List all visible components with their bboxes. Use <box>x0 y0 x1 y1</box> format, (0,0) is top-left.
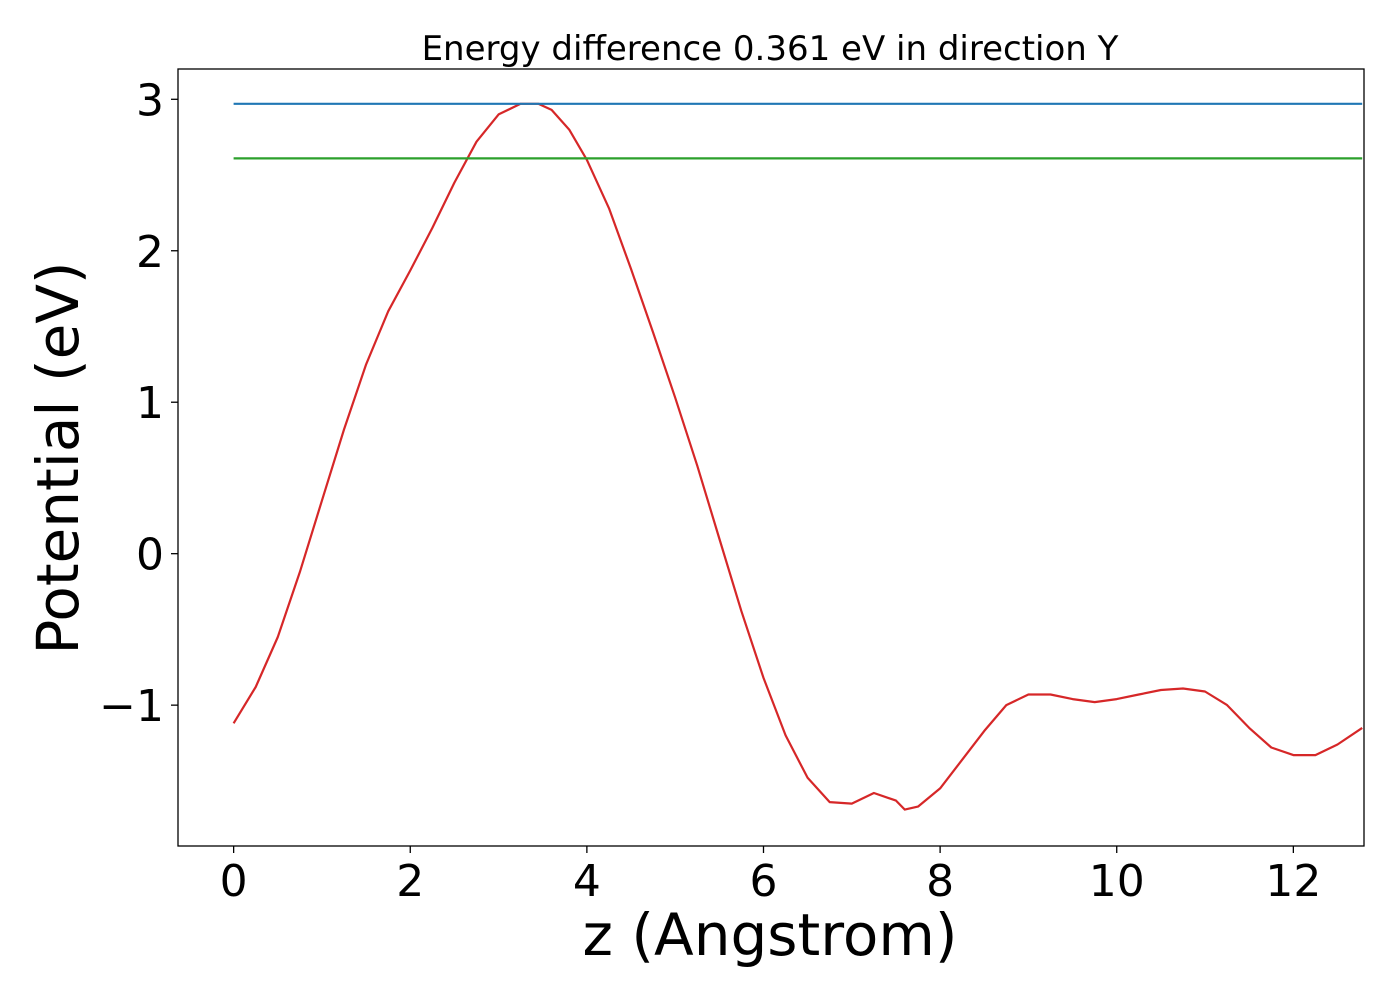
y-tick-label: 2 <box>136 227 164 278</box>
y-tick-label: −1 <box>99 681 164 732</box>
x-tick-label: 0 <box>220 856 248 907</box>
x-tick-label: 2 <box>396 856 424 907</box>
plot-area <box>232 102 1363 811</box>
x-tick-label: 6 <box>749 856 777 907</box>
y-tick-label: 0 <box>136 530 164 581</box>
x-tick-label: 8 <box>926 856 954 907</box>
y-axis-title: Potential (eV) <box>24 261 92 654</box>
y-tick-label: 1 <box>136 378 164 429</box>
y-axis-ticks: −1 0 1 2 3 <box>99 75 178 732</box>
x-axis-ticks: 0 2 4 6 8 10 12 <box>220 846 1321 907</box>
y-tick-label: 3 <box>136 75 164 126</box>
x-tick-label: 12 <box>1265 856 1321 907</box>
x-tick-label: 10 <box>1089 856 1145 907</box>
x-tick-label: 4 <box>573 856 601 907</box>
x-axis-title: z (Angstrom) <box>583 901 958 969</box>
axes-frame <box>177 68 1365 847</box>
chart-title: Energy difference 0.361 eV in direction … <box>422 29 1119 69</box>
series-line-0 <box>232 102 1363 811</box>
